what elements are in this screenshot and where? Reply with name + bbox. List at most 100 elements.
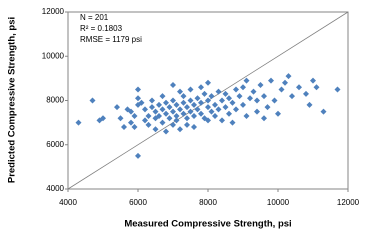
point: [205, 79, 211, 86]
point: [226, 95, 232, 102]
y-tick-label: 12000: [42, 7, 65, 16]
point: [142, 117, 148, 124]
x-axis-title: Measured Compressive Strength, psi: [124, 219, 291, 230]
point: [268, 77, 274, 84]
x-tick-label: 6000: [129, 198, 147, 207]
point: [191, 124, 197, 131]
point: [170, 97, 176, 104]
x-tick-label: 4000: [59, 198, 77, 207]
point: [247, 95, 253, 102]
point: [89, 97, 96, 104]
point: [296, 84, 302, 91]
point: [226, 110, 232, 117]
point: [180, 110, 187, 117]
point: [271, 97, 278, 104]
point: [159, 93, 166, 100]
point: [187, 108, 194, 115]
point: [177, 126, 183, 133]
point: [117, 115, 124, 122]
point: [261, 93, 267, 100]
point: [205, 104, 211, 111]
point: [222, 104, 229, 111]
annotation: RMSE = 1179 psi: [80, 35, 142, 44]
point: [205, 117, 211, 124]
point: [198, 99, 204, 106]
point: [229, 99, 236, 106]
point: [135, 86, 141, 93]
point: [184, 121, 190, 128]
point: [170, 121, 176, 128]
point: [163, 128, 169, 135]
point: [145, 121, 152, 128]
point: [177, 106, 183, 113]
point: [289, 93, 295, 100]
point: [152, 108, 159, 115]
point: [159, 106, 166, 113]
point: [75, 119, 82, 126]
point: [194, 106, 201, 113]
point: [138, 99, 145, 106]
y-tick-label: 4000: [46, 184, 64, 193]
point: [163, 110, 169, 117]
point: [135, 152, 141, 159]
point: [250, 88, 257, 95]
point: [215, 106, 222, 113]
point: [236, 93, 243, 100]
point: [114, 104, 120, 111]
point: [187, 97, 194, 104]
y-tick-label: 8000: [46, 96, 64, 105]
point: [243, 112, 250, 119]
point: [166, 115, 173, 122]
point: [212, 112, 218, 119]
point: [208, 108, 215, 115]
point: [306, 101, 313, 108]
point: [303, 90, 309, 97]
point: [233, 106, 239, 113]
point: [208, 93, 215, 100]
point: [310, 77, 316, 84]
point: [240, 101, 246, 108]
point: [170, 82, 176, 89]
point: [142, 106, 148, 113]
point: [243, 77, 250, 84]
point: [128, 119, 134, 126]
point: [313, 84, 320, 91]
point: [229, 119, 236, 126]
point: [191, 101, 197, 108]
point: [156, 112, 162, 119]
x-tick-label: 12000: [337, 198, 360, 207]
point: [282, 79, 288, 86]
point: [254, 108, 260, 115]
point: [320, 108, 327, 115]
point: [198, 84, 204, 91]
point: [191, 112, 197, 119]
point: [100, 115, 106, 122]
point: [261, 115, 267, 122]
point: [180, 99, 187, 106]
y-tick-label: 10000: [42, 51, 65, 60]
point: [180, 93, 187, 100]
point: [131, 124, 138, 131]
point: [285, 73, 292, 80]
point: [212, 101, 218, 108]
annotation: N = 201: [80, 13, 109, 22]
point: [219, 97, 225, 104]
point: [173, 101, 180, 108]
y-axis-title: Predicted Compressive Strength, psi: [7, 17, 18, 183]
point: [334, 86, 341, 93]
point: [166, 104, 173, 111]
point: [219, 117, 225, 124]
point: [145, 112, 152, 119]
point: [222, 90, 229, 97]
point: [264, 104, 271, 111]
x-tick-label: 10000: [267, 198, 290, 207]
annotation: R² = 0.1803: [80, 24, 123, 33]
point: [278, 86, 285, 93]
point: [121, 124, 127, 131]
point: [159, 119, 166, 126]
point: [177, 88, 183, 95]
point: [149, 104, 155, 111]
point: [184, 115, 190, 122]
